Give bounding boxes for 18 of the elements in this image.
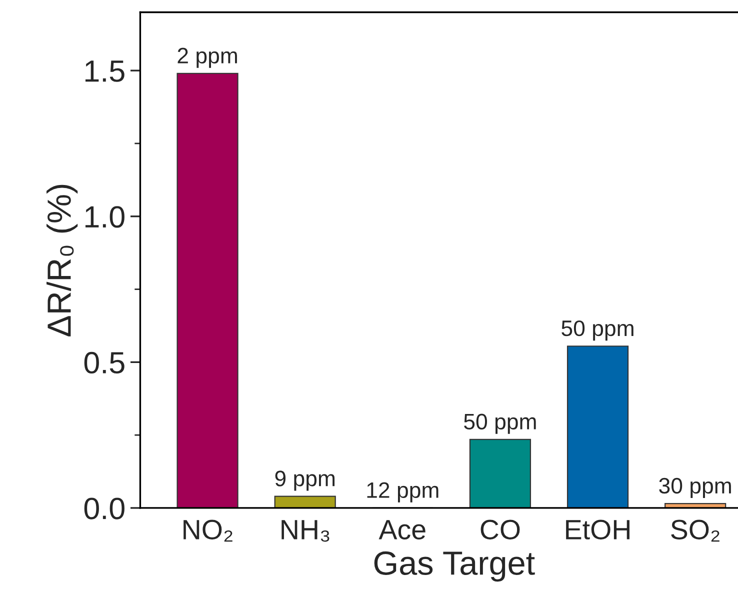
x-axis-title: Gas Target [374, 551, 535, 582]
y-tick-label: 0.0 [84, 498, 124, 520]
annotation: 12 ppm [367, 482, 438, 502]
y-tick-label: 0.5 [84, 352, 124, 374]
annotation: 9 ppm [275, 470, 335, 491]
y-tick-label: 1.5 [85, 60, 124, 82]
annotation: 30 ppm [659, 478, 731, 498]
annotation: 50 ppm [562, 320, 634, 341]
x-tick-label: Ace [378, 520, 426, 540]
x-tick-label: SO₂ [671, 520, 720, 542]
x-tick-label: NO₂ [184, 520, 232, 542]
x-tick-label: NH₃ [282, 520, 330, 542]
x-tick-label: CO [480, 520, 520, 540]
y-axis-title: ΔR/R₀ (%) [46, 184, 78, 336]
annotation: 50 ppm [464, 414, 536, 434]
y-tick-label: 1.0 [85, 206, 124, 228]
x-tick-label: EtOH [566, 520, 630, 540]
annotation: 2 ppm [178, 48, 237, 68]
